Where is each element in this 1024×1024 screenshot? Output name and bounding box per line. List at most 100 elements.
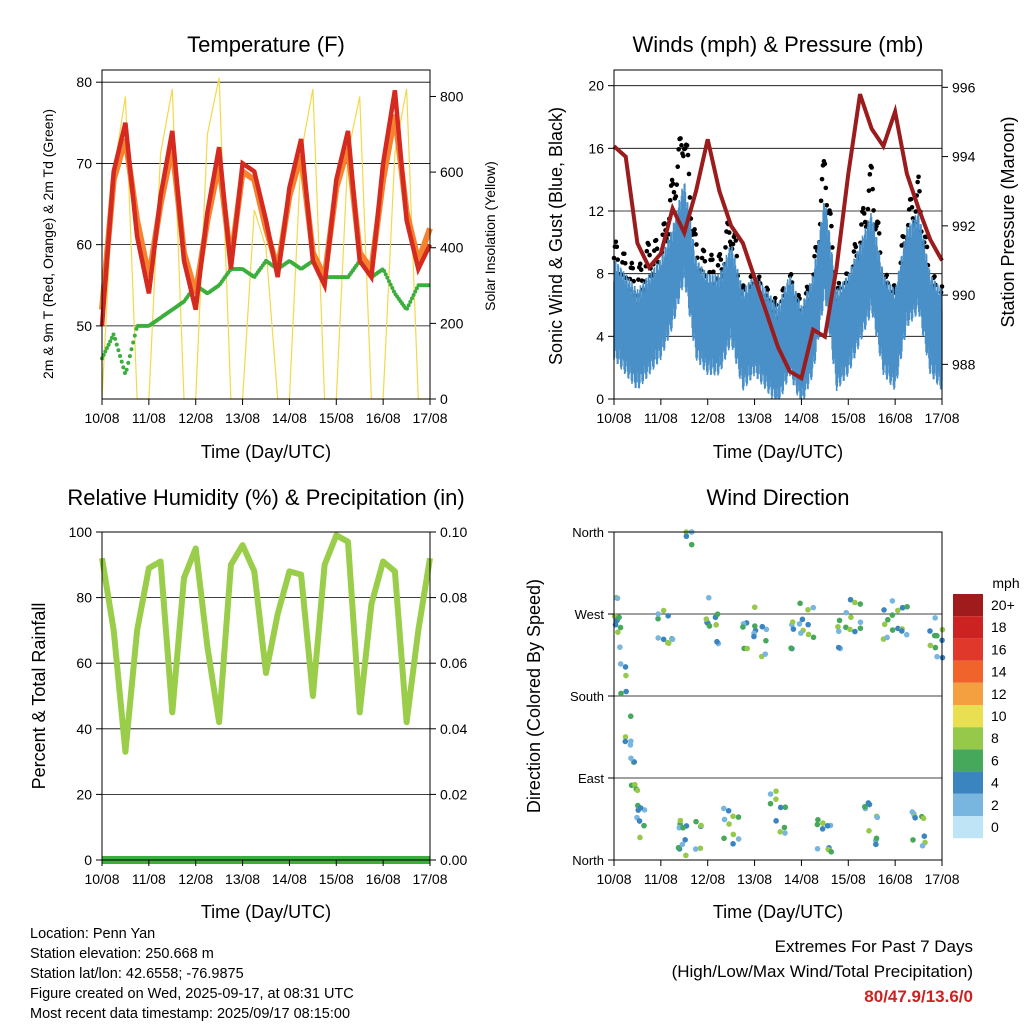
- dewpoint-point: [406, 303, 411, 308]
- legend-swatch: [953, 638, 983, 661]
- direction-point: [740, 624, 746, 630]
- dewpoint-point: [124, 367, 129, 372]
- direction-point: [895, 607, 901, 614]
- temperature-panel: Temperature (F) 10/08 11/08 12/08 13/08 14/0…: [40, 32, 498, 462]
- direction-point: [843, 609, 850, 616]
- direction-point: [889, 627, 896, 633]
- y2-tick-label: 990: [952, 287, 976, 303]
- direction-point: [759, 623, 766, 630]
- y-tick-label: North: [572, 853, 604, 868]
- x-tick-label: 12/08: [178, 871, 213, 887]
- dewpoint-point: [387, 279, 391, 284]
- gust-point: [917, 188, 922, 194]
- gust-point: [686, 171, 692, 177]
- direction-point: [881, 607, 887, 613]
- direction-point: [819, 826, 826, 832]
- direction-point: [677, 817, 684, 824]
- gust-point: [913, 209, 919, 214]
- y-tick-label: 70: [76, 155, 92, 171]
- y-tick-label: 20: [588, 78, 604, 94]
- direction-point: [767, 791, 774, 797]
- direction-point: [636, 818, 643, 824]
- gust-point: [869, 165, 875, 170]
- direction-point: [919, 842, 926, 849]
- direction-point: [805, 631, 812, 638]
- direction-point: [623, 672, 629, 679]
- x-tick-label: 11/08: [132, 871, 166, 887]
- gust-point: [859, 222, 864, 227]
- dewpoint-point: [119, 359, 124, 364]
- humidity-panel: Relative Humidity (%) & Precipitation (i…: [29, 485, 467, 922]
- gust-point: [916, 174, 921, 180]
- gust-point: [692, 227, 697, 232]
- direction-point: [618, 690, 624, 697]
- gust-point: [654, 246, 660, 251]
- dewpoint-point: [411, 293, 416, 298]
- direction-point: [884, 616, 891, 623]
- gust-point: [909, 205, 915, 210]
- y-tick-label: 100: [69, 524, 93, 540]
- direction-point: [912, 815, 918, 821]
- dewpoint-point: [388, 282, 393, 287]
- gust-point: [830, 245, 835, 250]
- direction-point: [927, 628, 933, 634]
- pressure-line: [612, 93, 944, 382]
- gust-point: [709, 252, 714, 258]
- direction-point: [810, 604, 817, 611]
- legend-swatch: [953, 705, 983, 728]
- gust-point: [823, 185, 829, 191]
- gust-point: [924, 244, 930, 250]
- gust-point: [684, 143, 690, 148]
- y-tick-label: 60: [76, 655, 92, 671]
- extremes-heading: Extremes For Past 7 Days: [774, 937, 973, 956]
- gust-point: [741, 283, 746, 288]
- humidity-ticks: 10/08 11/08 12/08 13/08 14/08 15/08 16/08 17/08…: [69, 524, 468, 887]
- gust-point: [711, 269, 716, 275]
- legend-swatch: [953, 727, 983, 750]
- direction-point: [835, 623, 841, 630]
- dewpoint-point: [126, 360, 131, 365]
- x-tick-label: 15/08: [831, 410, 866, 426]
- winds-series: [611, 93, 945, 399]
- direction-point: [763, 626, 770, 633]
- direction-point: [852, 628, 858, 635]
- dewpoint-point: [390, 286, 395, 291]
- y2-tick-label: 0.06: [440, 655, 467, 671]
- dewpoint-point: [383, 272, 388, 277]
- gust-point: [622, 260, 628, 266]
- x-tick-label: 14/08: [272, 871, 307, 887]
- direction-point: [866, 828, 872, 834]
- direction-point: [751, 604, 758, 611]
- x-tick-label: 17/08: [924, 410, 959, 426]
- direction-point: [934, 653, 940, 660]
- direction-point: [744, 645, 751, 652]
- direction-point: [909, 809, 916, 815]
- gust-point: [865, 206, 871, 212]
- legend-swatch: [953, 816, 983, 839]
- gust-point: [614, 244, 620, 250]
- humidity-series: [99, 532, 433, 864]
- speed-legend-title: mph: [992, 575, 1019, 591]
- gust-point: [701, 248, 707, 254]
- legend-swatch: [953, 749, 983, 772]
- dewpoint-point: [106, 342, 111, 347]
- direction-point: [767, 800, 774, 807]
- gust-point: [824, 202, 830, 208]
- direction-point: [752, 623, 758, 629]
- direction-point: [622, 734, 629, 740]
- y2-tick-label: 200: [440, 315, 464, 331]
- gust-point: [669, 177, 675, 183]
- legend-label: 18: [991, 619, 1007, 635]
- x-tick-label: 10/08: [596, 410, 631, 426]
- direction-point: [655, 635, 661, 641]
- gust-point: [662, 221, 667, 226]
- dewpoint-point: [111, 332, 116, 337]
- direction-point: [820, 820, 826, 826]
- x-tick-label: 10/08: [84, 871, 119, 887]
- y2-tick-label: 0.00: [440, 852, 467, 868]
- gust-point: [818, 198, 824, 204]
- gust-point: [636, 277, 641, 282]
- direction-point: [735, 836, 742, 842]
- y-tick-label: 20: [76, 786, 92, 802]
- gust-point: [866, 188, 872, 193]
